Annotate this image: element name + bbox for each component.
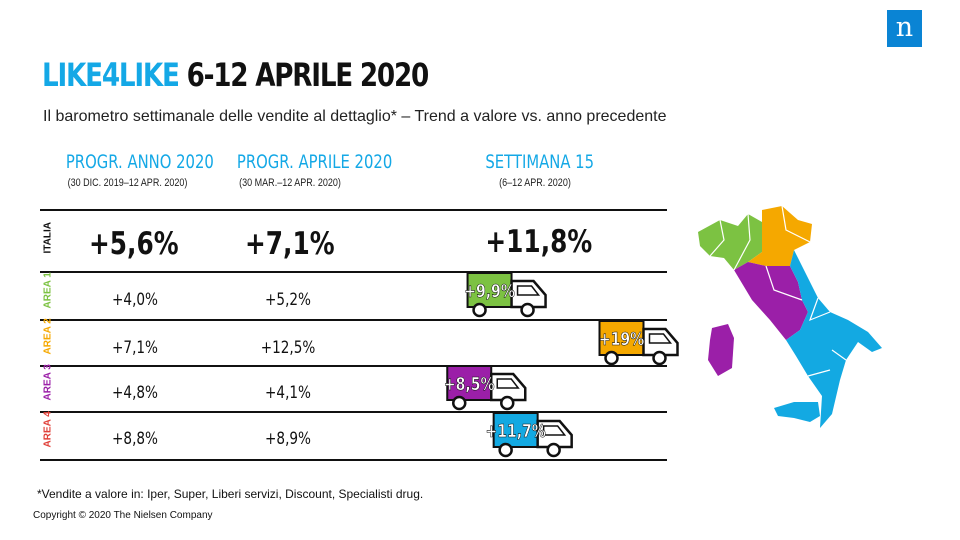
area-1-anno-value: +4,0% [112, 290, 158, 310]
area-4-aprile-value: +8,9% [265, 429, 311, 449]
column-heading: PROGR. ANNO 2020 [65, 151, 214, 173]
truck-wheel [500, 395, 515, 411]
truck-wheel [652, 350, 667, 366]
truck-window [648, 333, 673, 344]
copyright: Copyright © 2020 The Nielsen Company [33, 510, 213, 521]
nielsen-logo: n [887, 10, 922, 47]
footnote: *Vendite a valore in: Iper, Super, Liber… [37, 487, 424, 501]
map-area-1 [698, 214, 762, 270]
column-header-settimana: SETTIMANA 15 (6–12 APR. 2020) [470, 151, 600, 189]
row-divider [40, 319, 667, 321]
title-period: 6-12 APRILE 2020 [186, 56, 430, 94]
truck-value-label: +9,9% [464, 280, 515, 301]
title-brand: LIKE4LIKE [42, 56, 180, 94]
logo-letter: n [895, 12, 914, 43]
truck-window [542, 425, 567, 436]
truck-value-label: +19% [599, 328, 644, 349]
map-area-4 [786, 250, 882, 428]
area-3-aprile-value: +4,1% [265, 383, 311, 403]
truck-window [516, 285, 541, 296]
column-header-aprile: PROGR. APRILE 2020 (30 MAR.–12 APR. 2020… [215, 151, 392, 189]
area-4-anno-value: +8,8% [112, 429, 158, 449]
row-divider [40, 365, 667, 367]
map-area-3 [708, 324, 734, 376]
area-2-aprile-value: +12,5% [260, 338, 316, 358]
truck-value-label: +11,7% [485, 420, 545, 441]
map-area-3 [734, 262, 808, 340]
italia-settimana-value: +11,8% [485, 224, 593, 260]
truck-wheel [604, 350, 619, 366]
column-subheading: (30 DIC. 2019–12 APR. 2020) [67, 177, 188, 189]
truck-wheel [546, 442, 561, 458]
map-region-borders [709, 205, 847, 377]
truck-cargo [492, 412, 539, 448]
truck-wheel [498, 442, 513, 458]
row-divider [40, 271, 667, 273]
area-3-anno-value: +4,8% [112, 383, 158, 403]
map-area-4 [774, 402, 820, 422]
truck-wheel [472, 302, 487, 318]
column-header-anno: PROGR. ANNO 2020 (30 DIC. 2019–12 APR. 2… [45, 151, 214, 189]
column-heading: PROGR. APRILE 2020 [236, 151, 393, 173]
truck-wheel [520, 302, 535, 318]
column-heading: SETTIMANA 15 [485, 151, 595, 173]
page-title: LIKE4LIKE 6-12 APRILE 2020 [42, 56, 430, 94]
truck-cargo [466, 272, 513, 308]
page-subtitle: Il barometro settimanale delle vendite a… [43, 108, 667, 125]
row-divider [40, 459, 667, 461]
map-area-2 [748, 206, 812, 266]
area-2-anno-value: +7,1% [112, 338, 158, 358]
truck-wheel [452, 395, 467, 411]
column-subheading: (6–12 APR. 2020) [499, 177, 571, 189]
truck-window [496, 378, 520, 389]
truck-cargo [598, 320, 645, 356]
italy-areas-map [698, 205, 882, 428]
truck-value-label: +8,5% [444, 373, 495, 394]
italia-aprile-value: +7,1% [245, 226, 335, 262]
area-1-aprile-value: +5,2% [265, 290, 311, 310]
row-divider [40, 411, 667, 413]
italia-anno-value: +5,6% [89, 226, 179, 262]
column-subheading: (30 MAR.–12 APR. 2020) [239, 177, 341, 189]
row-divider [40, 209, 667, 211]
